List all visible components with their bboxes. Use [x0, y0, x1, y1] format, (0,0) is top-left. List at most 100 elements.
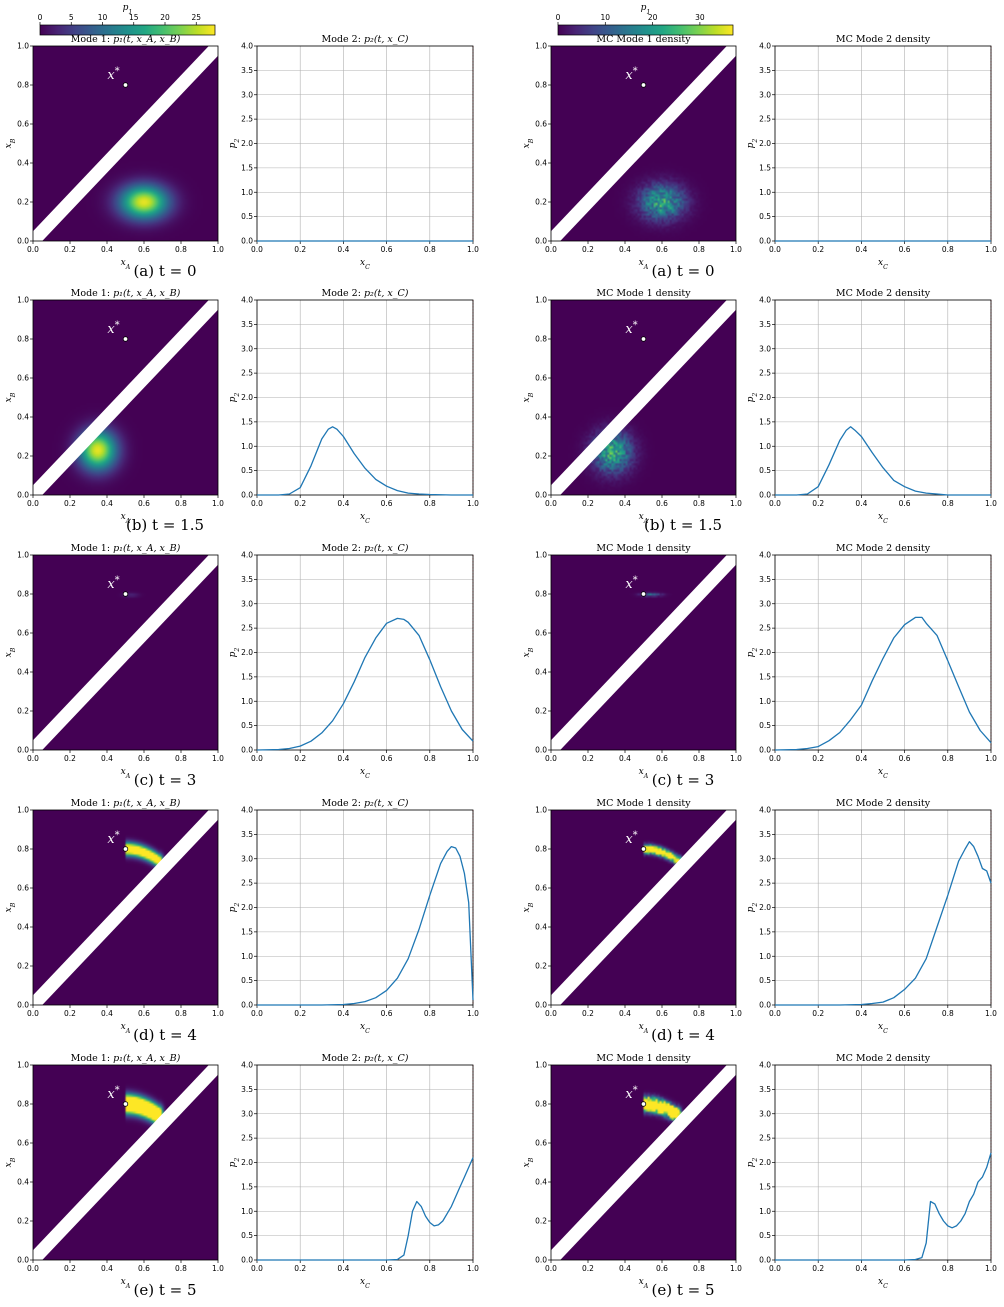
- x-tick-label: 0.2: [812, 754, 824, 763]
- heatmap-panel-0-2: 0.0 0.2 0.4 0.6 0.8 1.0 0.0 0.2 0.4 0.6 0.8 1.0 xA xB…: [4, 551, 224, 780]
- x-tick-label: 1.0: [730, 245, 742, 254]
- density-series-line: [775, 1152, 992, 1261]
- y-tick-label: 1.0: [759, 188, 771, 197]
- y-tick-label: 0.5: [759, 466, 771, 475]
- target-point-marker: [640, 591, 647, 597]
- x-tick-label: 0.4: [101, 499, 113, 508]
- x-tick-label: 0.6: [899, 245, 911, 254]
- x-tick-label: 0.0: [251, 754, 263, 763]
- line-panel-0-4: 0.0 0.2 0.4 0.6 0.8 1.0 0.0 0.5 1.0 1.5 2.0 2.5 3.0 3…: [228, 1061, 479, 1290]
- line-panel-1-3: 0.0 0.2 0.4 0.6 0.8 1.0 0.0 0.5 1.0 1.5 2.0 2.5 3.0 3…: [746, 806, 997, 1035]
- y-tick-label: 0.2: [17, 962, 29, 971]
- colorbar-label: p1: [641, 3, 651, 16]
- x-axis-label: xA: [121, 1022, 131, 1035]
- y-axis-label: p2: [228, 139, 241, 149]
- heatmap-frame: [550, 299, 737, 496]
- x-axis-label: xA: [121, 1277, 131, 1290]
- line-panel-0-3: 0.0 0.2 0.4 0.6 0.8 1.0 0.0 0.5 1.0 1.5 2.0 2.5 3.0 3…: [228, 806, 479, 1035]
- x-tick-label: 0.6: [381, 754, 393, 763]
- line-panel-1-1: 0.0 0.2 0.4 0.6 0.8 1.0 0.0 0.5 1.0 1.5 2.0 2.5 3.0 3…: [746, 296, 997, 525]
- y-tick-label: 2.0: [241, 648, 253, 657]
- x-tick-label: 0.6: [656, 245, 668, 254]
- y-tick-label: 0.2: [535, 1217, 547, 1226]
- y-tick-label: 1.5: [759, 672, 771, 681]
- x-tick-label: 0.8: [693, 499, 705, 508]
- x-tick-label: 0.6: [138, 1009, 150, 1018]
- x-tick-label: 0.0: [251, 245, 263, 254]
- y-tick-label: 0.2: [535, 198, 547, 207]
- target-point-label: x*: [107, 320, 119, 338]
- target-point-label: x*: [625, 1085, 637, 1103]
- x-tick-label: 1.0: [212, 1264, 224, 1273]
- y-tick-label: 1.0: [17, 551, 29, 560]
- colorbar-tick-label: 5: [69, 13, 74, 22]
- y-tick-label: 1.5: [241, 927, 253, 936]
- y-tick-label: 4.0: [759, 42, 771, 51]
- y-tick-label: 0.8: [17, 81, 29, 90]
- y-tick-label: 2.5: [241, 115, 253, 124]
- x-tick-label: 0.8: [942, 1264, 954, 1273]
- line-plot-title: Mode 2: p₂(t, x_C): [322, 288, 409, 299]
- line-plot-title: Mode 2: p₂(t, x_C): [322, 798, 409, 809]
- y-tick-label: 2.5: [759, 624, 771, 633]
- y-tick-label: 0.2: [17, 1217, 29, 1226]
- y-tick-label: 1.0: [17, 806, 29, 815]
- density-series-line: [257, 845, 474, 1006]
- x-tick-label: 0.0: [769, 1009, 781, 1018]
- y-axis-label: p2: [228, 1158, 241, 1168]
- y-tick-label: 0.6: [17, 120, 29, 129]
- y-axis-label: xB: [522, 1157, 535, 1167]
- y-tick-label: 0.4: [535, 1178, 547, 1187]
- y-tick-label: 0.5: [759, 721, 771, 730]
- y-tick-label: 1.0: [535, 1061, 547, 1070]
- x-tick-label: 0.2: [64, 1264, 76, 1273]
- y-axis-label: p2: [746, 1158, 759, 1168]
- y-axis-label: p2: [746, 903, 759, 913]
- x-tick-label: 1.0: [985, 245, 997, 254]
- x-tick-label: 1.0: [467, 499, 479, 508]
- x-tick-label: 0.8: [175, 1264, 187, 1273]
- y-tick-label: 0.0: [535, 237, 547, 246]
- y-axis-label: p2: [228, 393, 241, 403]
- y-tick-label: 0.0: [17, 237, 29, 246]
- forbidden-band: [33, 300, 218, 495]
- x-axis-label: xC: [360, 512, 370, 525]
- x-tick-label: 0.2: [812, 1264, 824, 1273]
- y-tick-label: 1.5: [759, 1182, 771, 1191]
- line-plot-title: Mode 2: p₂(t, x_C): [322, 543, 409, 554]
- heatmap-panel-0-4: 0.0 0.2 0.4 0.6 0.8 1.0 0.0 0.2 0.4 0.6 0.8 1.0 xA xB…: [4, 1061, 224, 1290]
- y-axis-label: xB: [4, 138, 17, 148]
- y-tick-label: 0.4: [535, 159, 547, 168]
- x-axis-label: xC: [360, 1022, 370, 1035]
- y-tick-label: 3.5: [241, 66, 253, 75]
- y-tick-label: 2.5: [241, 1134, 253, 1143]
- target-point-marker: [122, 1101, 129, 1107]
- y-tick-label: 0.6: [17, 884, 29, 893]
- y-tick-label: 1.5: [241, 417, 253, 426]
- x-tick-label: 0.2: [64, 245, 76, 254]
- y-tick-label: 4.0: [759, 296, 771, 305]
- y-axis-label: p2: [746, 648, 759, 658]
- y-tick-label: 1.0: [241, 697, 253, 706]
- y-tick-label: 0.0: [17, 491, 29, 500]
- density-series-line: [257, 426, 473, 496]
- x-axis-label: xC: [360, 258, 370, 271]
- x-tick-label: 0.4: [855, 1264, 867, 1273]
- x-tick-label: 0.2: [294, 754, 306, 763]
- x-tick-label: 0.2: [64, 499, 76, 508]
- colorbar-tick-label: 20: [160, 13, 170, 22]
- x-tick-label: 0.4: [101, 1009, 113, 1018]
- forbidden-band: [551, 300, 736, 495]
- x-tick-label: 0.2: [812, 1009, 824, 1018]
- x-tick-label: 0.4: [619, 1009, 631, 1018]
- y-axis-label: xB: [4, 392, 17, 402]
- y-tick-label: 3.0: [759, 854, 771, 863]
- heatmap-title: Mode 1: p₁(t, x_A, x_B): [71, 288, 181, 299]
- target-point-marker: [640, 82, 647, 88]
- y-tick-label: 0.4: [17, 159, 29, 168]
- x-tick-label: 0.8: [175, 1009, 187, 1018]
- target-point-marker: [640, 336, 647, 342]
- y-tick-label: 4.0: [241, 806, 253, 815]
- y-tick-label: 3.5: [241, 830, 253, 839]
- y-tick-label: 3.0: [241, 1109, 253, 1118]
